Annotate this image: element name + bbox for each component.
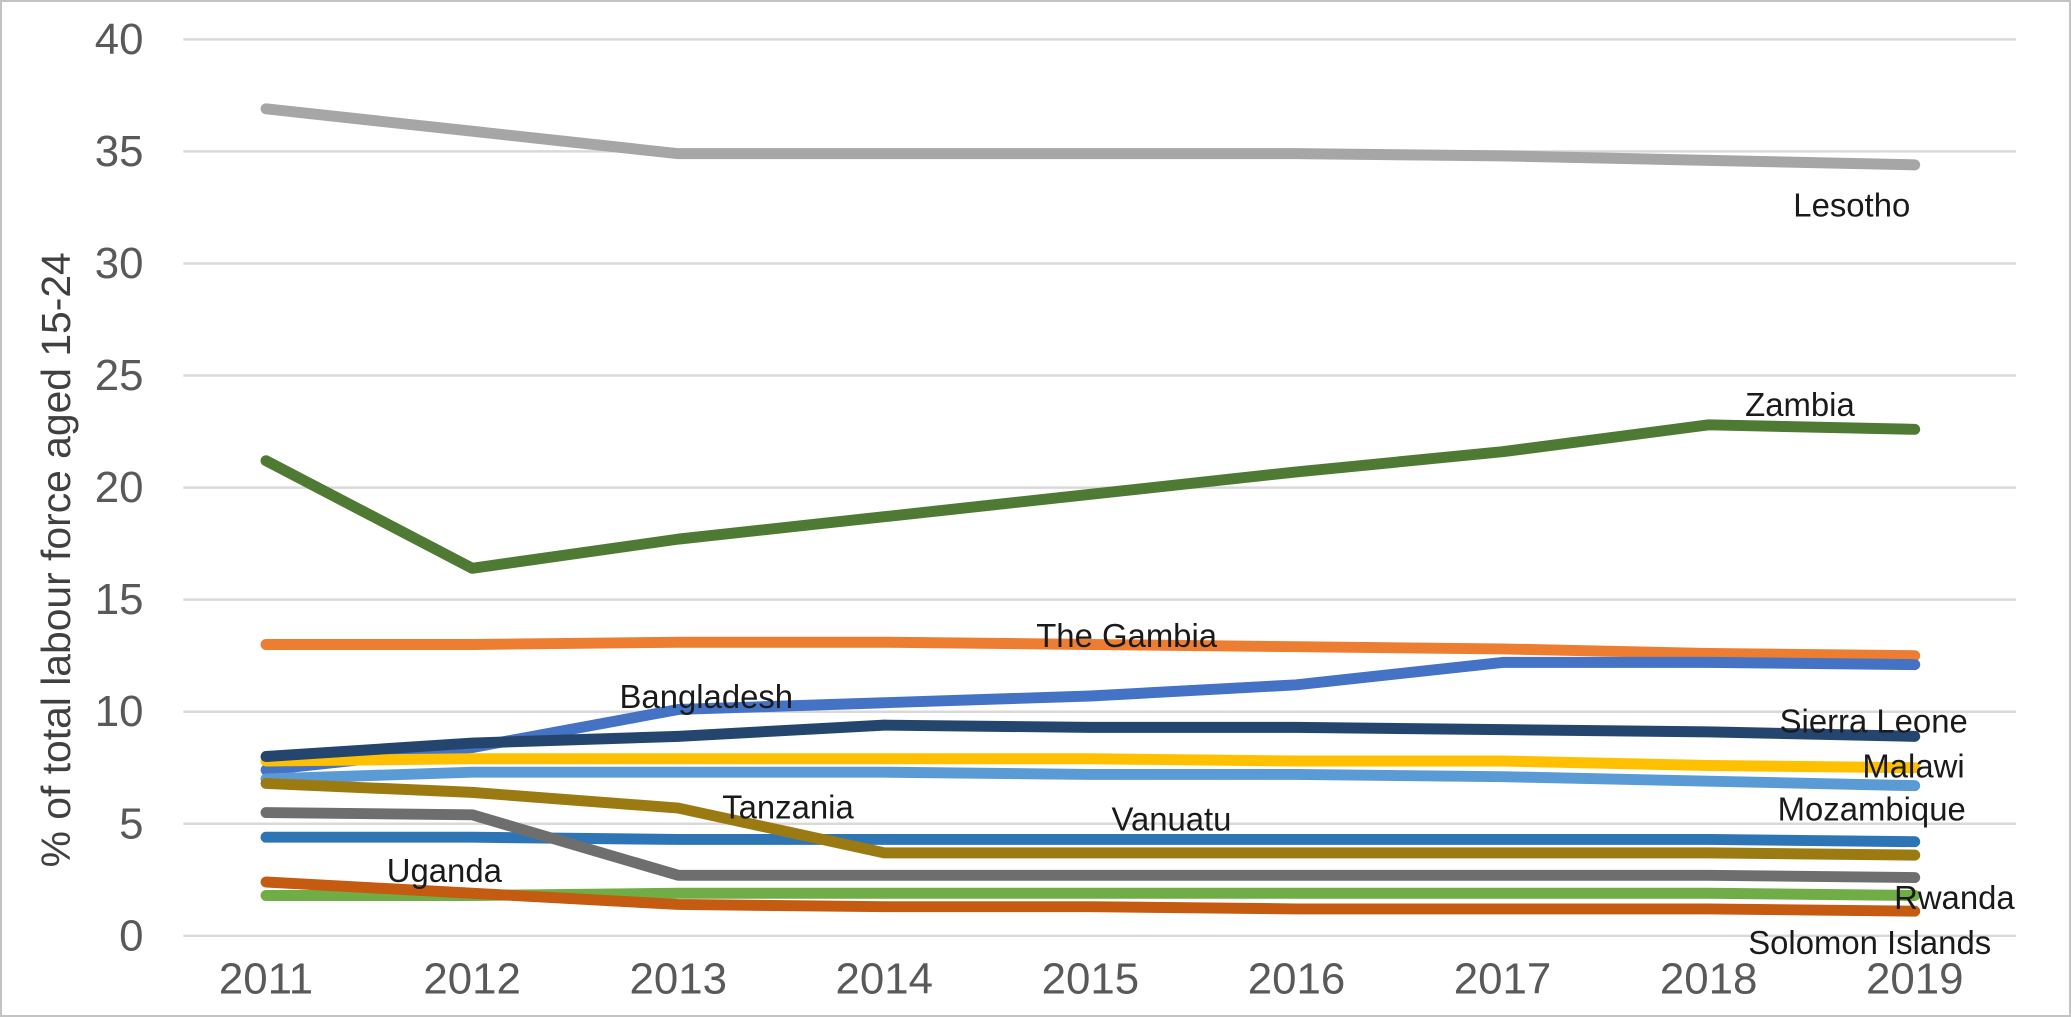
series-line-bangladesh xyxy=(260,656,1921,776)
series-label-rwanda: Rwanda xyxy=(1894,879,2015,916)
series-line-zambia xyxy=(260,419,1921,574)
y-axis-tick-label: 5 xyxy=(119,799,143,848)
x-axis-tick-labels: 2011 2012 2013 2014 2015 2016 2017 2018 2019 xyxy=(219,955,1964,1004)
series-label-the-gambia: The Gambia xyxy=(1036,617,1218,654)
y-axis-tick-label: 25 xyxy=(95,351,144,400)
series-line-uganda xyxy=(260,807,1921,884)
y-axis-tick-labels: 0 5 10 15 20 25 30 35 40 xyxy=(95,15,144,960)
series-line-vanuatu xyxy=(260,831,1921,848)
y-axis-title: % of total labour force aged 15-24 xyxy=(33,252,79,867)
y-axis-tick-label: 0 xyxy=(119,911,143,960)
x-axis-tick-label: 2013 xyxy=(629,955,726,1004)
series-label-sierra-leone: Sierra Leone xyxy=(1780,703,1968,740)
y-axis-tick-label: 35 xyxy=(95,127,144,176)
series-label-zambia: Zambia xyxy=(1745,386,1855,423)
x-axis-tick-label: 2019 xyxy=(1866,955,1963,1004)
series-label-bangladesh: Bangladesh xyxy=(620,678,794,715)
series-label-malawi: Malawi xyxy=(1862,747,1964,784)
y-axis-tick-label: 40 xyxy=(95,15,144,64)
y-axis-tick-label: 30 xyxy=(95,239,144,288)
series-label-vanuatu: Vanuatu xyxy=(1111,800,1231,837)
y-axis-tick-label: 10 xyxy=(95,687,144,736)
x-axis-tick-label: 2011 xyxy=(219,955,313,1004)
series-lines-group xyxy=(260,103,1921,917)
x-axis-tick-label: 2016 xyxy=(1248,955,1345,1004)
series-line-malawi xyxy=(260,753,1921,774)
series-label-lesotho: Lesotho xyxy=(1793,187,1910,224)
series-line-mozambique xyxy=(260,766,1921,792)
series-line-tanzania xyxy=(260,777,1921,861)
series-line-sierra-leone xyxy=(260,719,1921,762)
series-label-mozambique: Mozambique xyxy=(1778,790,1966,827)
series-line-solomon-islands xyxy=(260,876,1921,917)
series-line-the-gambia xyxy=(260,636,1921,662)
x-axis-tick-label: 2012 xyxy=(423,955,520,1004)
y-axis-tick-label: 20 xyxy=(95,463,144,512)
series-label-tanzania: Tanzania xyxy=(722,788,854,825)
series-labels-group: Lesotho Zambia The Gambia Bangladesh Malawi M… xyxy=(387,187,2016,961)
series-line-lesotho xyxy=(260,103,1921,171)
x-axis-tick-label: 2018 xyxy=(1660,955,1757,1004)
x-axis-tick-label: 2017 xyxy=(1454,955,1551,1004)
gridlines-group xyxy=(183,38,2017,938)
x-axis-tick-label: 2014 xyxy=(836,955,933,1004)
series-label-uganda: Uganda xyxy=(387,852,503,889)
x-axis-tick-label: 2015 xyxy=(1042,955,1139,1004)
y-axis-tick-label: 15 xyxy=(95,575,144,624)
series-label-solomon-islands: Solomon Islands xyxy=(1748,924,1991,961)
